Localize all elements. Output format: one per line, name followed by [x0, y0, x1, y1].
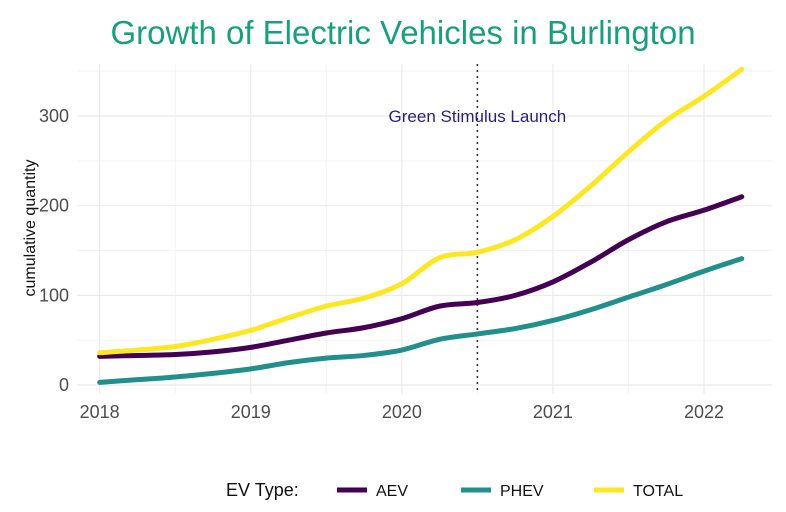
- x-tick-label: 2019: [231, 402, 271, 422]
- ticks-layer: 2018 2019 2020 2021 2022 0 100 200 300: [39, 106, 724, 422]
- series-line-aev: [97, 194, 745, 359]
- legend: EV Type: AEV PHEV TOTAL: [226, 480, 683, 500]
- x-tick-label: 2020: [382, 402, 422, 422]
- y-tick-label: 200: [39, 196, 69, 216]
- chart-title: Growth of Electric Vehicles in Burlingto…: [110, 14, 695, 51]
- grid-layer: [77, 64, 772, 394]
- y-tick-label: 100: [39, 285, 69, 305]
- annotation-label: Green Stimulus Launch: [389, 107, 567, 126]
- series-line-phev: [97, 256, 745, 385]
- x-tick-label: 2018: [80, 402, 120, 422]
- legend-label-aev: AEV: [376, 483, 408, 500]
- legend-label-phev: PHEV: [500, 483, 544, 500]
- legend-title: EV Type:: [226, 480, 299, 500]
- series-line-total: [97, 66, 745, 356]
- series-layer: [97, 66, 745, 385]
- x-tick-label: 2022: [684, 402, 724, 422]
- annotation-layer: Green Stimulus Launch: [389, 64, 567, 394]
- y-axis-title: cumulative quantity: [22, 160, 39, 297]
- y-tick-label: 0: [59, 375, 69, 395]
- legend-items: AEV PHEV TOTAL: [337, 483, 683, 500]
- x-tick-label: 2021: [533, 402, 573, 422]
- legend-label-total: TOTAL: [633, 483, 683, 500]
- y-tick-label: 300: [39, 106, 69, 126]
